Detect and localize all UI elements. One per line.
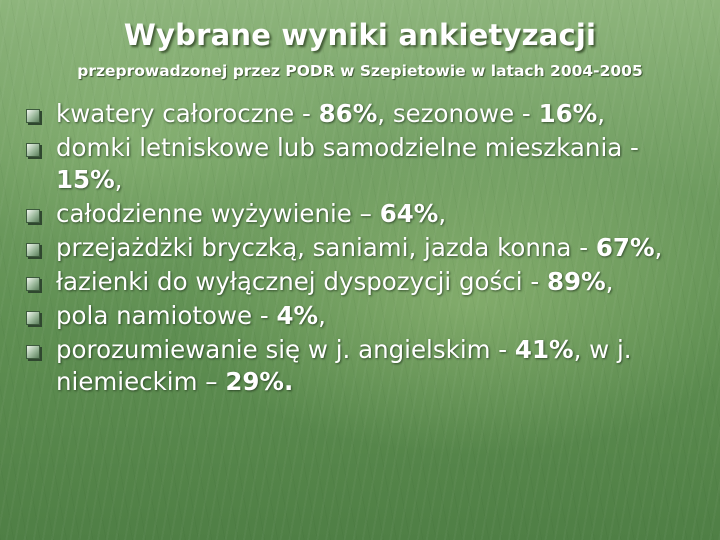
bullet-item: pola namiotowe - 4%, xyxy=(22,300,712,332)
bullet-item: łazienki do wyłącznej dyspozycji gości -… xyxy=(22,266,712,298)
square-bullet-icon xyxy=(26,143,40,157)
slide-subtitle: przeprowadzonej przez PODR w Szepietowie… xyxy=(77,62,643,80)
bullet-item: całodzienne wyżywienie – 64%, xyxy=(22,198,712,230)
square-bullet-icon xyxy=(26,209,40,223)
square-bullet-icon xyxy=(26,345,40,359)
bullet-item: domki letniskowe lub samodzielne mieszka… xyxy=(22,132,712,196)
slide-title: Wybrane wyniki ankietyzacji xyxy=(123,18,597,52)
bullet-item: przejażdżki bryczką, saniami, jazda konn… xyxy=(22,232,712,264)
square-bullet-icon xyxy=(26,243,40,257)
bullet-list: kwatery całoroczne - 86%, sezonowe - 16%… xyxy=(22,98,712,400)
square-bullet-icon xyxy=(26,311,40,325)
bullet-item: porozumiewanie się w j. angielskim - 41%… xyxy=(22,334,712,398)
square-bullet-icon xyxy=(26,277,40,291)
square-bullet-icon xyxy=(26,109,40,123)
bullet-item: kwatery całoroczne - 86%, sezonowe - 16%… xyxy=(22,98,712,130)
